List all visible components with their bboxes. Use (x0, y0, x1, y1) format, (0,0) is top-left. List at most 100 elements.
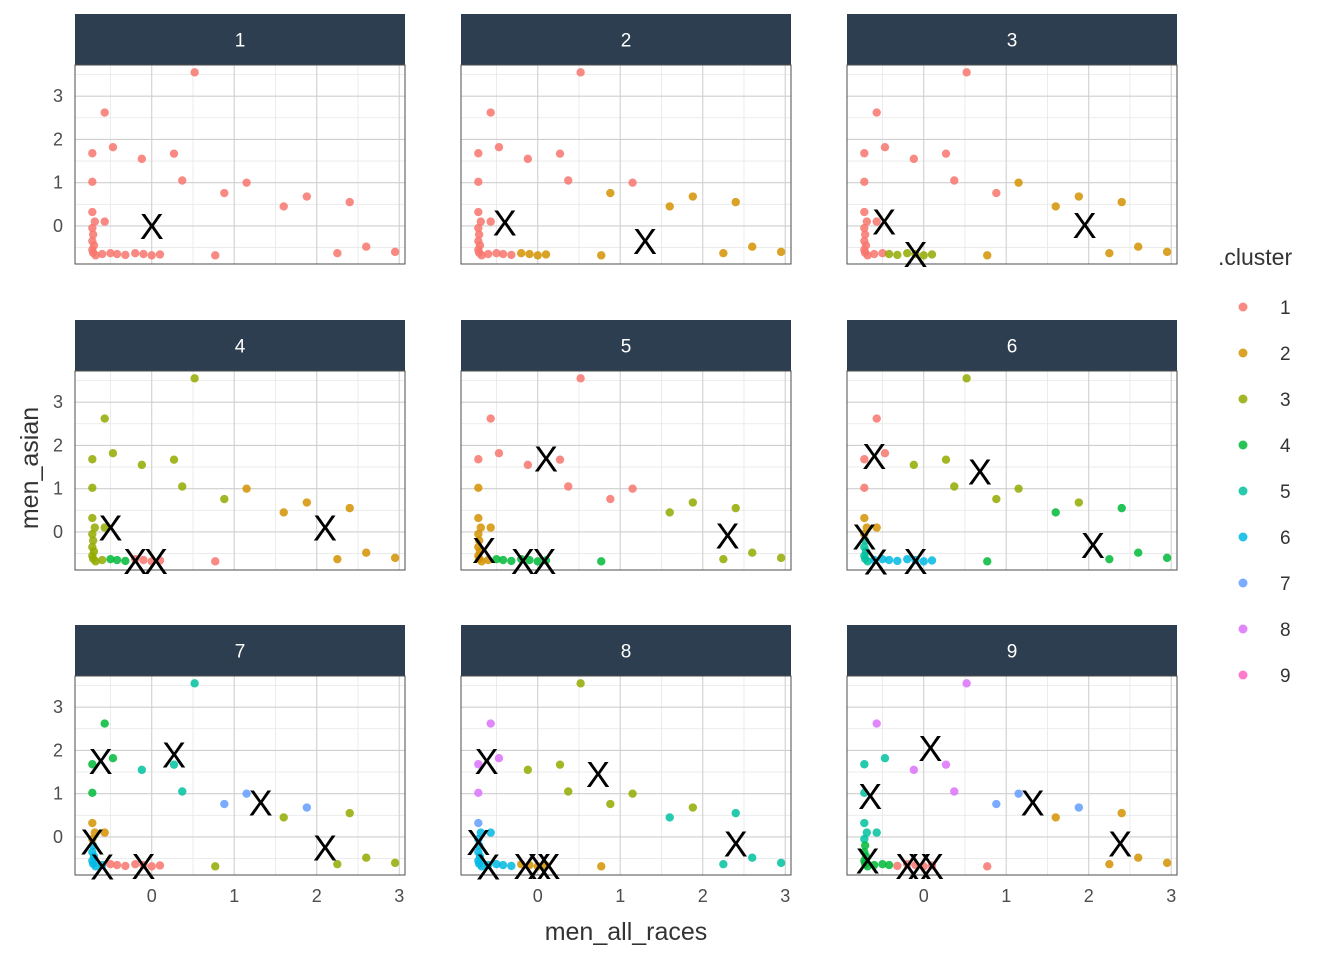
centroid-marker: X (162, 735, 186, 776)
data-point-cluster-1 (88, 223, 97, 233)
data-point-cluster-1 (100, 217, 109, 226)
data-point-cluster-6 (476, 828, 485, 837)
data-point-cluster-3 (1074, 498, 1084, 507)
data-point-cluster-1 (863, 251, 872, 260)
data-point-cluster-3 (909, 460, 919, 470)
data-point-cluster-2 (345, 503, 354, 513)
data-point-cluster-2 (606, 188, 615, 198)
data-point-cluster-1 (139, 860, 148, 870)
centroid-marker: X (98, 508, 122, 549)
data-point-cluster-1 (523, 460, 533, 470)
data-point-cluster-3 (169, 455, 179, 464)
y-tick-label: 0 (53, 827, 63, 847)
legend-swatch-3 (1238, 394, 1248, 404)
data-point-cluster-3 (748, 548, 757, 557)
data-point-cluster-7 (992, 799, 1001, 809)
data-point-cluster-4 (112, 555, 122, 565)
legend-swatch-5 (1238, 486, 1248, 496)
data-point-cluster-4 (541, 556, 551, 565)
centroid-marker: X (715, 515, 739, 556)
panel-border (460, 675, 792, 876)
panel-background (461, 65, 791, 264)
data-point-cluster-7 (1074, 803, 1084, 812)
data-point-cluster-1 (872, 108, 881, 117)
data-point-cluster-1 (98, 249, 107, 259)
centroid-marker: X (908, 846, 932, 887)
panel-background (847, 65, 1177, 264)
centroid-marker: X (313, 508, 337, 549)
data-point-cluster-3 (1014, 484, 1023, 493)
data-point-cluster-2 (88, 818, 97, 828)
axes: 0 1 2 3 0 1 2 3 0 1 2 3 0 1 2 3 0 1 2 3 0 1 2 3 (53, 86, 1176, 906)
data-point-cluster-5 (860, 788, 869, 798)
data-point-cluster-2 (1074, 192, 1084, 201)
facet-strip-label: 5 (621, 337, 632, 358)
centroid-marker: X (862, 436, 886, 477)
data-point-cluster-5 (169, 760, 179, 769)
data-point-cluster-5 (731, 808, 740, 818)
data-point-cluster-8 (474, 760, 483, 769)
data-point-cluster-4 (983, 557, 992, 566)
data-point-cluster-6 (474, 841, 484, 850)
centroid-marker: X (534, 438, 558, 479)
centroid-marker: X (920, 846, 944, 887)
x-tick-label: 3 (1166, 886, 1176, 906)
data-point-cluster-1 (112, 249, 122, 259)
data-point-cluster-2 (477, 557, 486, 566)
legend-label-3: 3 (1280, 390, 1291, 411)
y-tick-label: 0 (53, 216, 63, 236)
data-point-cluster-1 (131, 554, 140, 564)
data-point-cluster-3 (884, 249, 894, 259)
data-point-cluster-1 (362, 242, 371, 251)
facet-strip (847, 320, 1177, 371)
data-point-cluster-3 (88, 536, 98, 545)
data-point-cluster-3 (564, 787, 573, 796)
data-point-cluster-4 (884, 860, 894, 870)
centroid-marker: X (513, 846, 537, 887)
data-point-cluster-6 (878, 554, 887, 564)
legend-swatch-6 (1238, 532, 1248, 542)
data-point-cluster-2 (1162, 247, 1172, 257)
data-point-cluster-3 (893, 250, 902, 260)
data-point-cluster-1 (211, 251, 220, 260)
data-point-cluster-2 (1117, 808, 1126, 818)
legend-label-8: 8 (1280, 620, 1291, 641)
centroid-marker: X (724, 823, 748, 864)
data-point-cluster-1 (139, 249, 148, 259)
data-point-cluster-2 (983, 251, 992, 260)
data-point-cluster-1 (860, 483, 869, 493)
data-point-cluster-1 (507, 250, 516, 260)
data-point-cluster-4 (525, 555, 534, 565)
x-tick-label: 2 (312, 886, 322, 906)
data-point-cluster-2 (860, 529, 869, 539)
data-point-cluster-5 (860, 536, 870, 545)
facet-panel-2: 2 X X (460, 14, 792, 265)
data-point-cluster-8 (909, 765, 919, 775)
data-point-cluster-4 (492, 554, 501, 564)
data-point-cluster-3 (950, 482, 959, 491)
facet-panel-4: 4X XXX (74, 320, 406, 582)
data-point-cluster-2 (100, 828, 109, 837)
data-point-cluster-2 (1051, 813, 1060, 822)
data-point-cluster-1 (555, 455, 565, 464)
data-point-cluster-1 (474, 223, 483, 233)
data-point-cluster-6 (88, 841, 98, 850)
data-point-cluster-3 (362, 853, 371, 862)
data-point-cluster-4 (1162, 553, 1172, 563)
data-point-cluster-1 (872, 217, 881, 226)
data-point-cluster-1 (903, 859, 912, 869)
data-point-cluster-2 (541, 861, 551, 870)
data-point-cluster-1 (121, 250, 130, 260)
centroid-marker: X (858, 776, 882, 817)
facet-strip-label: 7 (235, 642, 246, 663)
data-point-cluster-7 (474, 818, 483, 828)
panel-border (74, 64, 406, 265)
centroid-marker: X (968, 451, 992, 492)
data-point-cluster-1 (106, 248, 115, 258)
data-point-cluster-1 (941, 149, 951, 158)
data-point-cluster-2 (390, 553, 400, 563)
data-point-cluster-1 (860, 455, 869, 464)
data-point-cluster-1 (860, 207, 869, 217)
data-point-cluster-3 (88, 455, 97, 464)
